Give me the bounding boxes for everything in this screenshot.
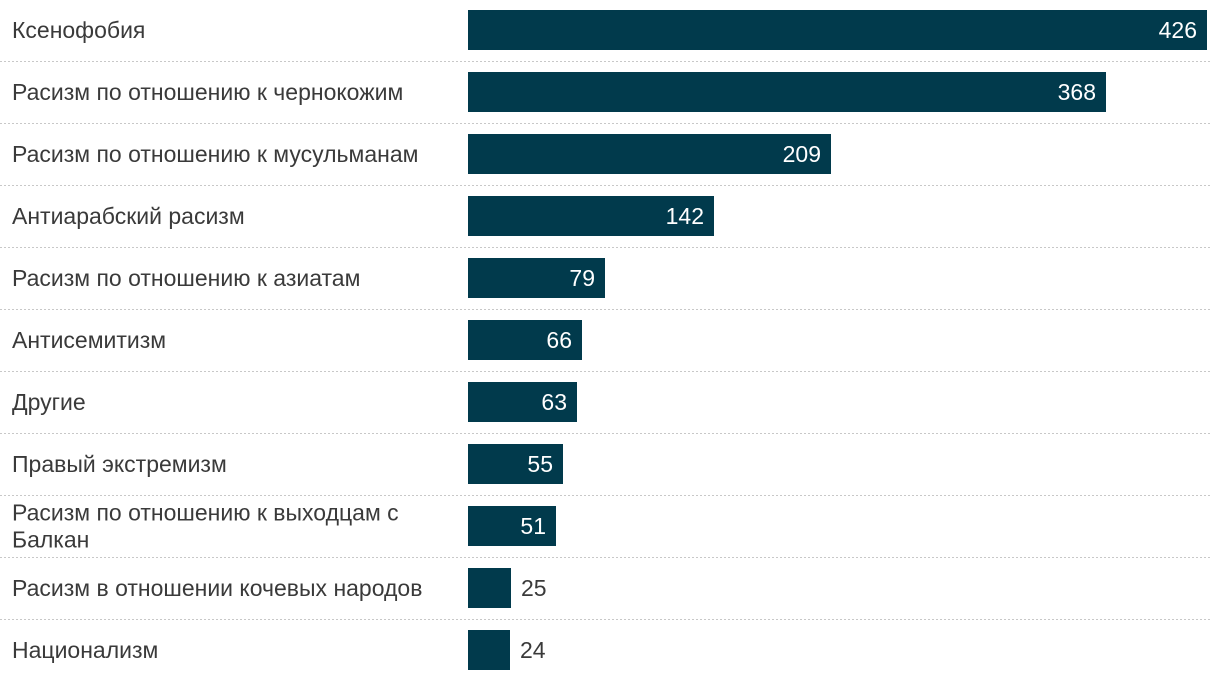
category-label: Другие: [12, 389, 86, 415]
bar: [468, 506, 556, 546]
value-label: 55: [527, 451, 553, 477]
value-label: 66: [546, 327, 572, 353]
category-label: Расизм по отношению к мусульманам: [12, 141, 418, 167]
category-label-line: Балкан: [12, 527, 89, 553]
bar: [468, 444, 563, 484]
bar: [468, 10, 1207, 50]
bar: [468, 196, 714, 236]
category-label: Расизм по отношению к азиатам: [12, 265, 360, 291]
category-label: Антисемитизм: [12, 327, 166, 353]
value-label: 51: [520, 513, 546, 539]
bar: [468, 568, 511, 608]
bar: [468, 630, 510, 670]
value-label: 209: [783, 141, 821, 167]
value-label: 24: [520, 637, 546, 663]
category-label: Расизм по отношению к выходцам с Балкан: [12, 500, 399, 553]
category-label: Национализм: [12, 637, 158, 663]
value-label: 63: [541, 389, 567, 415]
value-label: 79: [569, 265, 595, 291]
category-label: Расизм в отношении кочевых народов: [12, 575, 422, 601]
category-label: Расизм по отношению к чернокожим: [12, 79, 403, 105]
value-label: 25: [521, 575, 547, 601]
category-label: Правый экстремизм: [12, 451, 227, 477]
bar: [468, 134, 831, 174]
category-label: Антиарабский расизм: [12, 203, 245, 229]
value-label: 426: [1159, 17, 1197, 43]
bar: [468, 382, 577, 422]
category-label: Ксенофобия: [12, 17, 145, 43]
value-label: 142: [666, 203, 704, 229]
bar: [468, 320, 582, 360]
category-label-line: Расизм по отношению к выходцам с: [12, 500, 399, 526]
bar: [468, 258, 605, 298]
bar: [468, 72, 1106, 112]
value-label: 368: [1058, 79, 1096, 105]
